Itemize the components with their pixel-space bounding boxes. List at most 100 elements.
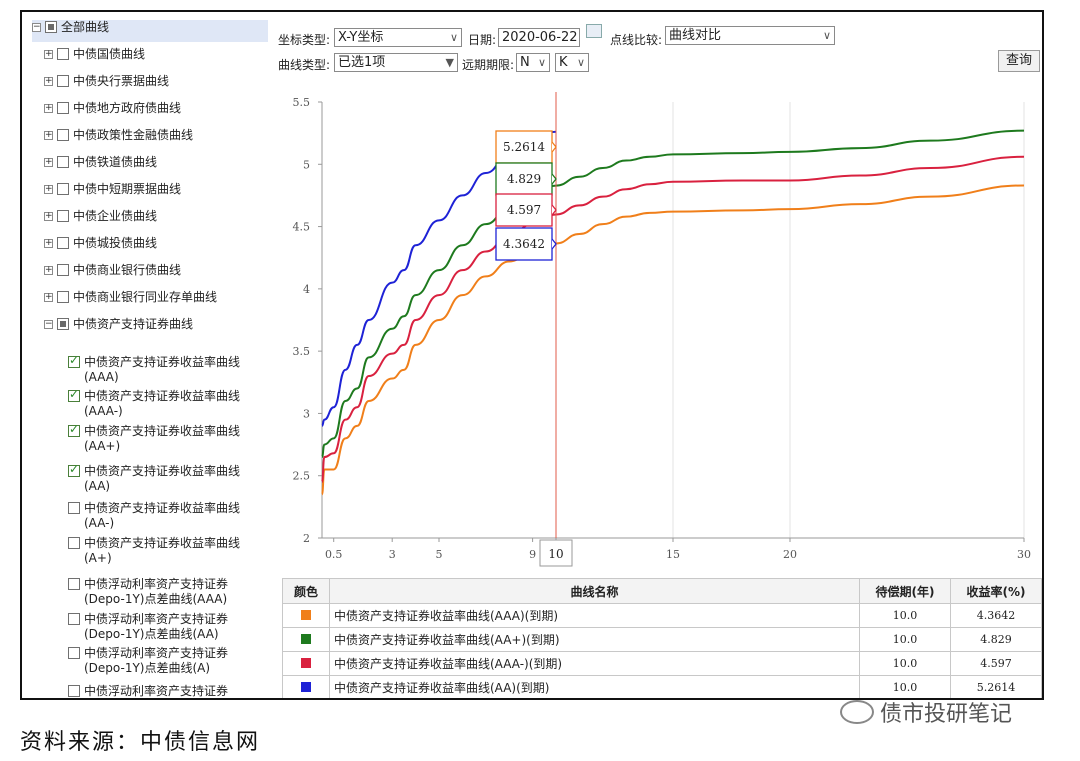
- color-cell: [282, 675, 330, 698]
- tree-group[interactable]: + 中债地方政府债曲线: [44, 101, 181, 123]
- expand-icon[interactable]: +: [44, 157, 53, 167]
- curve-type-select[interactable]: 已选1项 ▼: [334, 53, 458, 72]
- calendar-icon[interactable]: [586, 24, 602, 38]
- leaf-checkbox[interactable]: [68, 685, 80, 697]
- expand-icon[interactable]: +: [44, 184, 53, 194]
- tree-group-label: 中债国债曲线: [73, 47, 146, 61]
- chevron-down-icon: ∨: [537, 56, 546, 69]
- group-checkbox[interactable]: [57, 264, 69, 276]
- value-callout: [495, 227, 553, 261]
- group-checkbox[interactable]: [57, 210, 69, 222]
- name-cell: 中债资产支持证券收益率曲线(AAA)(到期): [329, 603, 860, 628]
- table-row[interactable]: 中债资产支持证券收益率曲线(AAA-)(到期) 10.0 4.597: [282, 651, 1042, 676]
- caret-down-icon: ▼: [445, 56, 454, 69]
- tree-group[interactable]: + 中债国债曲线: [44, 47, 145, 69]
- tree-leaf[interactable]: 中债资产支持证券收益率曲线(AA+): [68, 422, 264, 454]
- group-checkbox[interactable]: [57, 318, 69, 330]
- group-checkbox[interactable]: [57, 237, 69, 249]
- group-checkbox[interactable]: [57, 129, 69, 141]
- leaf-checkbox[interactable]: [68, 353, 80, 368]
- group-checkbox[interactable]: [57, 75, 69, 87]
- table-row[interactable]: 中债资产支持证券收益率曲线(AAA)(到期) 10.0 4.3642: [282, 603, 1042, 628]
- tree-group-label: 中债商业银行债曲线: [73, 263, 182, 277]
- tree-group[interactable]: + 中债企业债曲线: [44, 209, 157, 231]
- group-checkbox[interactable]: [57, 183, 69, 195]
- yield-curve-chart[interactable]: 10 5.2614 4.829 4.597 4.3642 2 2.5 3 3.5 4 4.5 5 5…: [272, 82, 1042, 572]
- tree-group[interactable]: + 中债铁道债曲线: [44, 155, 157, 177]
- tree-leaf[interactable]: 中债资产支持证券收益率曲线(A+): [68, 536, 264, 566]
- callout-pointer: [551, 173, 557, 185]
- yield-cell: 4.829: [950, 627, 1042, 652]
- leaf-checkbox[interactable]: [68, 387, 80, 402]
- query-button[interactable]: 查询: [998, 50, 1040, 72]
- expand-icon[interactable]: +: [44, 130, 53, 140]
- leaf-checkbox[interactable]: [68, 613, 80, 625]
- tree-leaf[interactable]: 中债资产支持证券收益率曲线(AA-): [68, 501, 264, 531]
- x-tick-label: 0.5: [325, 548, 343, 561]
- y-tick-label: 4.5: [293, 221, 311, 234]
- group-checkbox[interactable]: [57, 291, 69, 303]
- x-tick-label: 15: [666, 548, 680, 561]
- expand-icon[interactable]: +: [44, 292, 53, 302]
- tree-group-label: 中债城投债曲线: [73, 236, 158, 250]
- tree-leaf-label: 中债资产支持证券收益率曲线(AA+): [84, 424, 241, 453]
- expand-icon[interactable]: +: [44, 211, 53, 221]
- color-cell: [282, 603, 330, 628]
- leaf-checkbox[interactable]: [68, 537, 80, 549]
- tree-leaf[interactable]: 中债浮动利率资产支持证券: [68, 684, 264, 698]
- tree-group[interactable]: − 中债资产支持证券曲线: [44, 317, 193, 339]
- tree-group[interactable]: + 中债政策性金融债曲线: [44, 128, 193, 150]
- expand-icon[interactable]: +: [44, 238, 53, 248]
- tree-group-label: 中债商业银行同业存单曲线: [73, 290, 218, 304]
- tree-group[interactable]: + 中债城投债曲线: [44, 236, 157, 258]
- callout-pointer: [551, 204, 557, 216]
- far-n-select[interactable]: N ∨: [516, 53, 550, 72]
- collapse-icon[interactable]: −: [32, 22, 41, 32]
- table-row[interactable]: 中债资产支持证券收益率曲线(AA)(到期) 10.0 5.2614: [282, 675, 1042, 698]
- tree-group[interactable]: + 中债中短期票据曲线: [44, 182, 181, 204]
- leaf-checkbox[interactable]: [68, 578, 80, 590]
- tree-leaf[interactable]: 中债资产支持证券收益率曲线(AAA-): [68, 387, 264, 419]
- far-term-label: 远期期限:: [462, 58, 515, 72]
- group-checkbox[interactable]: [57, 48, 69, 60]
- expand-icon[interactable]: +: [44, 265, 53, 275]
- leaf-checkbox[interactable]: [68, 462, 80, 477]
- tree-group[interactable]: + 中债商业银行债曲线: [44, 263, 181, 285]
- expand-icon[interactable]: +: [44, 76, 53, 86]
- app-window: − 全部曲线 + 中债国债曲线 + 中债央行票据曲线 + 中债地方政府债曲线 + 中债政策性金…: [20, 10, 1044, 700]
- callout-value: 5.2614: [503, 140, 545, 154]
- tree-group[interactable]: + 中债央行票据曲线: [44, 74, 169, 96]
- expand-icon[interactable]: +: [44, 49, 53, 59]
- coord-type-select[interactable]: X-Y坐标 ∨: [334, 28, 462, 47]
- tree-leaf[interactable]: 中债浮动利率资产支持证券(Depo-1Y)点差曲线(A): [68, 646, 264, 676]
- tree-group[interactable]: + 中债商业银行同业存单曲线: [44, 290, 217, 312]
- leaf-checkbox[interactable]: [68, 647, 80, 659]
- table-row[interactable]: 中债资产支持证券收益率曲线(AA+)(到期) 10.0 4.829: [282, 627, 1042, 652]
- group-checkbox[interactable]: [57, 102, 69, 114]
- crosshair-x-label: 10: [548, 547, 563, 561]
- far-k-select[interactable]: K ∨: [555, 53, 589, 72]
- tree-leaf-label: 中债浮动利率资产支持证券: [84, 684, 229, 698]
- date-input[interactable]: 2020-06-22: [498, 28, 580, 47]
- collapse-icon[interactable]: −: [44, 319, 53, 329]
- compare-value: 曲线对比: [669, 28, 722, 43]
- group-checkbox[interactable]: [57, 156, 69, 168]
- term-cell: 10.0: [859, 603, 951, 628]
- tree-root[interactable]: − 全部曲线: [32, 20, 268, 42]
- tree-leaf[interactable]: 中债浮动利率资产支持证券(Depo-1Y)点差曲线(AA): [68, 612, 264, 642]
- x-tick-label: 3: [389, 548, 396, 561]
- root-checkbox[interactable]: [45, 21, 57, 33]
- leaf-checkbox[interactable]: [68, 502, 80, 514]
- tree-group-label: 中债政策性金融债曲线: [73, 128, 194, 142]
- leaf-checkbox[interactable]: [68, 422, 80, 437]
- expand-icon[interactable]: +: [44, 103, 53, 113]
- tree-group-label: 中债中短期票据曲线: [73, 182, 182, 196]
- y-tick-label: 5: [303, 158, 310, 171]
- chevron-down-icon: ∨: [822, 29, 831, 42]
- compare-select[interactable]: 曲线对比 ∨: [665, 26, 835, 45]
- tree-leaf[interactable]: 中债资产支持证券收益率曲线(AAA): [68, 353, 264, 385]
- tree-leaf[interactable]: 中债浮动利率资产支持证券(Depo-1Y)点差曲线(AAA): [68, 577, 264, 607]
- color-swatch: [301, 609, 311, 620]
- chevron-down-icon: ∨: [576, 56, 585, 69]
- tree-leaf[interactable]: 中债资产支持证券收益率曲线(AA): [68, 462, 264, 494]
